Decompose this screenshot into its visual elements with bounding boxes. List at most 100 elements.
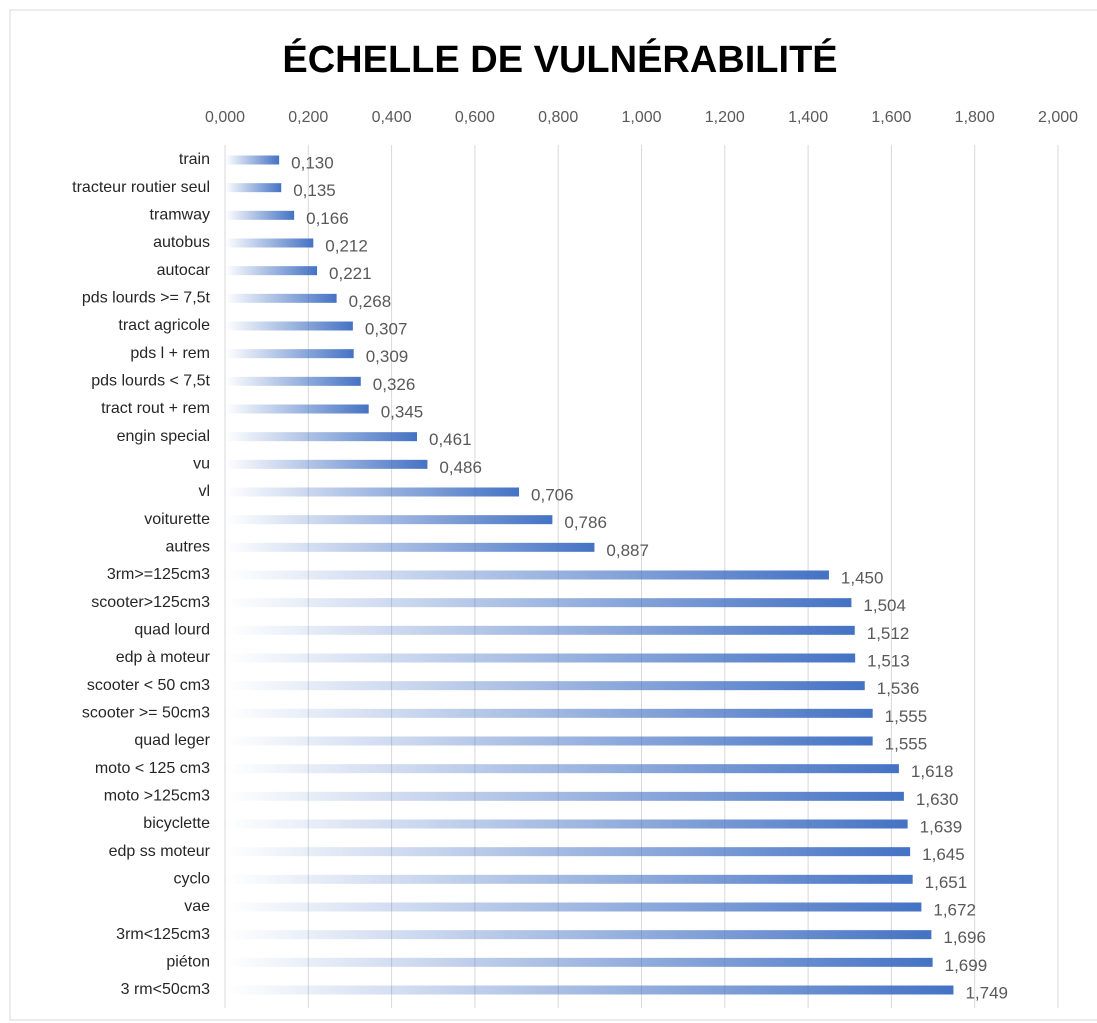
x-tick-label: 2,000 xyxy=(1038,109,1078,126)
bar xyxy=(225,515,553,525)
bar xyxy=(225,570,829,580)
bar xyxy=(225,210,295,220)
data-label: 0,166 xyxy=(306,209,349,228)
data-label: 1,555 xyxy=(885,734,928,753)
x-tick-label: 1,000 xyxy=(621,109,661,126)
y-tick-label: pds lourds < 7,5t xyxy=(91,373,210,390)
y-tick-label: 3 rm<50cm3 xyxy=(121,981,210,998)
y-tick-label: vu xyxy=(193,456,210,473)
bar xyxy=(225,653,856,663)
data-label: 1,696 xyxy=(943,928,986,947)
bar xyxy=(225,598,852,608)
y-tick-label: autobus xyxy=(153,234,210,251)
y-tick-label: train xyxy=(179,151,210,168)
data-label: 0,326 xyxy=(373,375,416,394)
x-tick-label: 1,800 xyxy=(955,109,995,126)
x-tick-label: 0,400 xyxy=(372,109,412,126)
y-tick-label: moto >125cm3 xyxy=(104,788,210,805)
bar xyxy=(225,432,418,442)
data-label: 1,536 xyxy=(877,679,920,698)
bar xyxy=(225,764,899,774)
x-tick-label: 0,600 xyxy=(455,109,495,126)
data-label: 1,618 xyxy=(911,762,954,781)
y-tick-label: pds l + rem xyxy=(130,345,210,362)
data-label: 0,786 xyxy=(564,513,607,532)
data-label: 0,130 xyxy=(291,153,334,172)
bar xyxy=(225,293,337,303)
y-tick-label: scooter < 50 cm3 xyxy=(87,677,210,694)
y-tick-label: edp ss moteur xyxy=(109,843,211,860)
data-label: 0,309 xyxy=(366,347,409,366)
bar xyxy=(225,542,595,552)
bar xyxy=(225,736,873,746)
data-label: 0,135 xyxy=(293,181,336,200)
data-label: 1,450 xyxy=(841,568,884,587)
data-label: 1,645 xyxy=(922,845,965,864)
bar xyxy=(225,902,922,912)
bar xyxy=(225,459,428,469)
bar xyxy=(225,985,954,995)
y-tick-label: vl xyxy=(198,483,210,500)
y-tick-label: autocar xyxy=(157,262,211,279)
data-label: 1,672 xyxy=(933,900,976,919)
y-tick-label: quad leger xyxy=(134,732,210,749)
bar xyxy=(225,183,282,193)
bar xyxy=(225,791,904,801)
bar xyxy=(225,321,353,331)
data-label: 0,307 xyxy=(365,319,408,338)
x-tick-label: 1,400 xyxy=(788,109,828,126)
bar xyxy=(225,487,520,497)
data-label: 1,749 xyxy=(965,983,1008,1002)
chart-title: ÉCHELLE DE VULNÉRABILITÉ xyxy=(282,37,837,81)
y-tick-label: autres xyxy=(166,539,210,556)
data-label: 1,513 xyxy=(867,651,910,670)
data-label: 0,887 xyxy=(606,541,649,560)
bar xyxy=(225,847,911,857)
bar xyxy=(225,155,280,165)
data-label: 0,706 xyxy=(531,485,574,504)
bar xyxy=(225,957,933,967)
data-label: 0,345 xyxy=(381,402,424,421)
data-label: 1,651 xyxy=(925,873,968,892)
y-tick-label: bicyclette xyxy=(143,815,210,832)
data-label: 1,630 xyxy=(916,790,959,809)
bar xyxy=(225,819,908,829)
data-label: 0,486 xyxy=(439,458,482,477)
data-label: 0,268 xyxy=(349,292,392,311)
data-label: 1,512 xyxy=(867,624,910,643)
bar xyxy=(225,930,932,940)
y-tick-label: scooter >= 50cm3 xyxy=(82,705,210,722)
y-tick-label: tract rout + rem xyxy=(101,400,210,417)
data-label: 1,699 xyxy=(945,956,988,975)
data-label: 1,639 xyxy=(920,817,963,836)
y-tick-label: cyclo xyxy=(174,871,211,888)
bar xyxy=(225,874,913,884)
x-tick-label: 0,800 xyxy=(538,109,578,126)
y-tick-label: tract agricole xyxy=(118,317,210,334)
data-label: 0,221 xyxy=(329,264,372,283)
data-label: 0,461 xyxy=(429,430,472,449)
y-tick-label: 3rm<125cm3 xyxy=(116,926,210,943)
bar xyxy=(225,708,873,718)
data-label: 1,504 xyxy=(863,596,906,615)
bar xyxy=(225,625,855,635)
data-label: 0,212 xyxy=(325,236,368,255)
y-tick-label: voiturette xyxy=(144,511,210,528)
x-tick-label: 1,200 xyxy=(705,109,745,126)
y-tick-label: edp à moteur xyxy=(116,649,211,666)
bar xyxy=(225,349,354,359)
y-tick-label: vae xyxy=(184,898,210,915)
bar xyxy=(225,404,369,414)
y-tick-label: piéton xyxy=(166,954,210,971)
bar xyxy=(225,266,318,276)
x-tick-label: 0,200 xyxy=(288,109,328,126)
y-tick-label: moto < 125 cm3 xyxy=(95,760,210,777)
y-tick-label: quad lourd xyxy=(134,622,210,639)
bar xyxy=(225,681,865,691)
y-tick-label: pds lourds >= 7,5t xyxy=(82,290,211,307)
y-tick-label: tracteur routier seul xyxy=(72,179,210,196)
bar xyxy=(225,238,314,248)
y-tick-label: tramway xyxy=(150,207,210,224)
data-label: 1,555 xyxy=(885,707,928,726)
